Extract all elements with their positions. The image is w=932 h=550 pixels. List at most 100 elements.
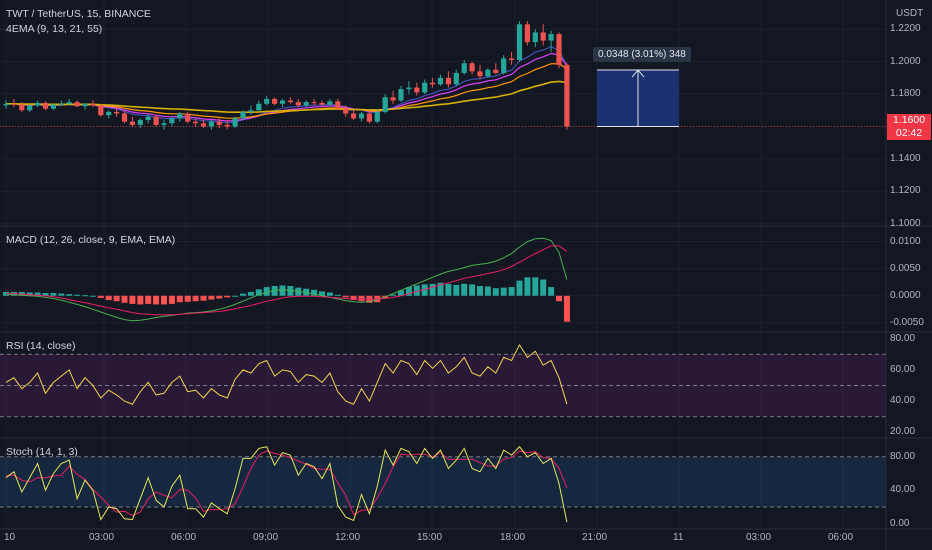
candle-body: [224, 124, 230, 127]
macd-histogram-bar: [453, 284, 460, 296]
macd-histogram-bar: [58, 293, 65, 296]
measure-tool[interactable]: [597, 69, 679, 127]
macd-histogram-bar: [129, 295, 136, 304]
macd-histogram-bar: [161, 295, 167, 305]
candle-body: [248, 110, 254, 112]
macd-histogram-bar: [97, 295, 104, 298]
candle-body: [42, 102, 49, 109]
stoch-series: [5, 445, 568, 523]
symbol-title[interactable]: TWT / TetherUS, 15, BINANCE: [6, 8, 151, 20]
macd-histogram-bar: [445, 283, 452, 296]
macd-legend[interactable]: MACD (12, 26, close, 9, EMA, EMA): [6, 234, 176, 246]
macd-histogram-bar: [50, 293, 57, 296]
candle-body: [121, 113, 128, 122]
macd-histogram-bar: [508, 287, 515, 296]
rsi-legend[interactable]: RSI (14, close): [6, 340, 76, 352]
candle-body: [532, 32, 538, 43]
candle-body: [422, 82, 428, 93]
candle-body: [556, 34, 562, 65]
macd-histogram-bar: [563, 295, 570, 322]
macd-histogram-bar: [556, 295, 562, 302]
candle-body: [390, 97, 396, 101]
candles[interactable]: [3, 21, 570, 130]
macd-histogram-bar: [319, 291, 325, 296]
main-y-tick: 1.1000: [890, 217, 921, 229]
candle-body: [303, 102, 309, 106]
main-y-tick: 1.1200: [890, 185, 921, 197]
macd-histogram-bar: [224, 295, 231, 298]
macd-y-tick: 0.0100: [890, 235, 921, 247]
candle-body: [185, 113, 191, 122]
candle-body: [145, 116, 151, 120]
candle-body: [193, 121, 199, 124]
last-price-value: 1.1600: [892, 114, 926, 126]
macd-histogram-bar: [82, 295, 88, 297]
candle-body: [485, 69, 491, 77]
x-tick: 18:00: [500, 532, 526, 543]
stoch-legend[interactable]: Stoch (14, 1, 3): [6, 446, 78, 458]
macd-line: [5, 237, 568, 322]
macd-histogram-bar: [398, 290, 404, 296]
candle-body: [58, 103, 64, 105]
signal-line: [6, 245, 568, 316]
candle-body: [564, 64, 570, 127]
x-tick: 03:00: [746, 532, 772, 543]
macd-histogram-bar: [540, 279, 547, 296]
macd-histogram-bar: [405, 287, 412, 296]
candle-body: [50, 104, 56, 109]
macd-histogram-bar: [326, 292, 333, 296]
candle-body: [540, 32, 546, 41]
macd-histogram-bar: [421, 284, 428, 296]
candle-body: [169, 118, 175, 124]
candle-body: [129, 121, 135, 125]
macd-histogram-bar: [66, 294, 73, 296]
stoch-y-tick: 40.00: [890, 484, 916, 496]
macd-histogram-bar: [34, 292, 41, 296]
rsi-series: [5, 343, 568, 405]
macd-histogram-bar: [492, 288, 499, 296]
macd-histogram-bar: [208, 295, 215, 300]
candle-body: [74, 102, 80, 107]
candle-body: [279, 100, 286, 104]
candle-body: [98, 105, 104, 116]
candle-body: [19, 104, 25, 111]
macd-series: [3, 237, 570, 322]
main-y-tick: 1.2000: [890, 55, 921, 67]
x-tick: 06:00: [828, 532, 854, 543]
macd-histogram-bar: [279, 285, 286, 296]
candle-body: [82, 103, 88, 107]
x-tick: 10: [4, 532, 16, 543]
currency-label[interactable]: USDT: [896, 8, 924, 19]
rsi-y-tick: 20.00: [890, 426, 916, 438]
macd-histogram-bar: [26, 292, 33, 296]
macd-histogram-bar: [200, 295, 207, 301]
macd-histogram-bar: [413, 285, 420, 296]
macd-histogram-bar: [192, 295, 199, 302]
candle-body: [437, 77, 444, 85]
ema-legend[interactable]: 4EMA (9, 13, 21, 55): [6, 23, 103, 35]
candle-body: [548, 34, 554, 41]
macd-histogram-bar: [232, 295, 239, 297]
main-y-tick: 1.2200: [890, 23, 921, 35]
candle-body: [453, 72, 459, 85]
x-tick: 12:00: [335, 532, 361, 543]
stoch-y-tick: 0.00: [890, 517, 910, 529]
candle-body: [90, 103, 96, 106]
candle-body: [295, 102, 301, 106]
stoch-k-line: [5, 445, 568, 523]
candle-body: [256, 103, 262, 111]
candle-body: [319, 102, 325, 105]
macd-histogram-bar: [263, 287, 270, 296]
x-tick: 21:00: [582, 532, 608, 543]
candle-body: [35, 102, 41, 106]
rsi-y-tick: 80.00: [890, 332, 916, 344]
macd-histogram-bar: [247, 291, 254, 296]
macd-histogram-bar: [113, 295, 120, 302]
candle-body: [200, 123, 207, 127]
candle-body: [398, 89, 404, 101]
macd-histogram-bar: [271, 286, 278, 296]
macd-histogram-bar: [469, 284, 476, 296]
candle-body: [3, 103, 9, 106]
